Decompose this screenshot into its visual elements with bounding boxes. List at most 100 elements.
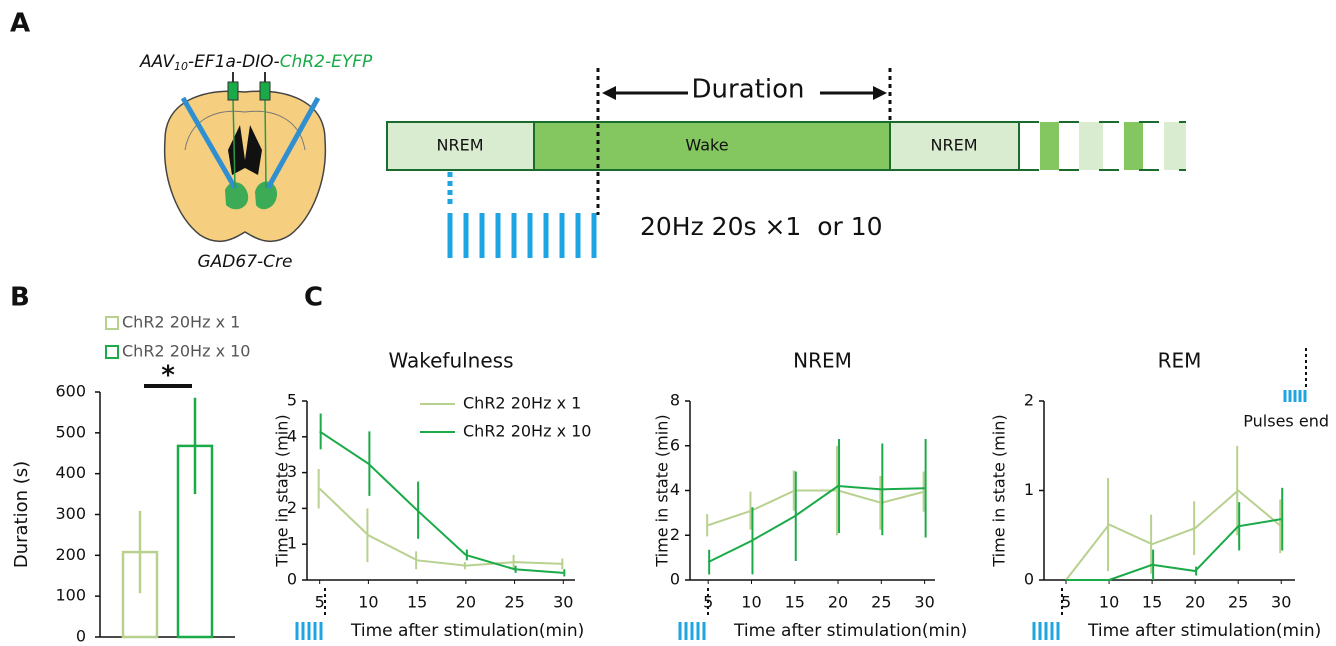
y-axis-title: Time in state (min) xyxy=(990,414,1009,567)
y-tick-label: 200 xyxy=(55,545,86,564)
x-tick-label: 20 xyxy=(456,593,476,612)
x-tick-label: 15 xyxy=(407,593,427,612)
x-tick-label: 20 xyxy=(828,593,848,612)
protocol-label: 20Hz 20s ×1 or 10 xyxy=(640,212,883,241)
pulse-icon xyxy=(678,622,706,640)
x-tick-label: 10 xyxy=(741,593,761,612)
x-tick-label: 15 xyxy=(785,593,805,612)
legend-swatch xyxy=(105,316,119,330)
mouse-line: GAD67-Cre xyxy=(198,252,293,272)
y-tick-label: 0 xyxy=(287,570,297,589)
y-tick-label: 0 xyxy=(1024,570,1034,589)
syringe xyxy=(259,81,271,101)
y-tick-label: 5 xyxy=(287,391,297,410)
state-block xyxy=(533,121,891,171)
y-tick-label: 2 xyxy=(1024,391,1034,410)
optic-fiber xyxy=(265,96,321,190)
syringe xyxy=(227,81,239,101)
x-axis-title: Time after stimulation(min) xyxy=(1087,621,1321,641)
x-tick-label: 5 xyxy=(1061,593,1071,612)
brain-schematic xyxy=(163,72,327,243)
panel-label: A xyxy=(10,9,30,39)
chart-title: NREM xyxy=(793,349,852,373)
y-tick-label: 0 xyxy=(670,570,680,589)
series-line xyxy=(318,487,564,567)
legend-label: ChR2 20Hz x 10 xyxy=(463,422,591,441)
y-axis-title: Time in state (min) xyxy=(653,414,672,567)
x-tick-label: 5 xyxy=(315,593,325,612)
state-fragment xyxy=(1124,122,1143,170)
ventricle xyxy=(228,125,262,175)
x-tick-label: 25 xyxy=(871,593,891,612)
significance-label: * xyxy=(161,361,175,391)
pulse-icon xyxy=(295,622,323,640)
legend-label: ChR2 20Hz x 1 xyxy=(463,394,581,413)
panel-label: B xyxy=(10,283,30,313)
y-tick-label: 8 xyxy=(670,391,680,410)
x-axis-title: Time after stimulation(min) xyxy=(733,621,967,641)
duration-label: Duration xyxy=(692,75,805,105)
state-fragment xyxy=(1164,122,1186,170)
state-label: NREM xyxy=(437,136,484,155)
y-tick-label: 4 xyxy=(670,480,680,499)
virus-part: ChR2-EYFP xyxy=(280,52,373,72)
chart-title: Wakefulness xyxy=(388,349,513,373)
y-tick-label: 4 xyxy=(287,426,297,445)
x-tick-label: 20 xyxy=(1185,593,1205,612)
state-label: NREM xyxy=(931,136,978,155)
y-tick-label: 0 xyxy=(76,627,86,646)
y-tick-label: 100 xyxy=(55,586,86,605)
x-tick-label: 25 xyxy=(1228,593,1248,612)
virus-part: AAV xyxy=(139,52,175,72)
y-tick-label: 2 xyxy=(670,525,680,544)
series-line xyxy=(707,485,925,563)
target-right xyxy=(255,181,278,210)
x-tick-label: 10 xyxy=(358,593,378,612)
y-axis-title: Time in state (min) xyxy=(273,414,292,567)
y-tick-label: 500 xyxy=(55,422,86,441)
state-block xyxy=(889,121,1020,171)
x-tick-label: 25 xyxy=(504,593,524,612)
legend-label: ChR2 20Hz x 10 xyxy=(122,342,250,361)
arrowhead xyxy=(873,86,887,100)
state-fragment xyxy=(1079,122,1103,170)
needle xyxy=(264,97,267,189)
y-tick-label: 1 xyxy=(287,534,297,553)
y-tick-label: 2 xyxy=(287,498,297,517)
optic-fiber xyxy=(180,96,238,190)
chart-title: REM xyxy=(1158,349,1202,373)
virus-part: -EF1a-DIO- xyxy=(188,52,280,72)
timeline xyxy=(386,68,1186,258)
target-left xyxy=(225,182,249,210)
series-line xyxy=(1065,489,1282,581)
needle xyxy=(232,97,236,189)
x-tick-label: 10 xyxy=(1099,593,1119,612)
series-line xyxy=(319,430,564,574)
pulse-icon xyxy=(1032,622,1060,640)
x-tick-label: 30 xyxy=(914,593,934,612)
annotation-pulses xyxy=(1283,390,1307,402)
virus-label: AAV10-EF1a-DIO-ChR2-EYFP xyxy=(139,52,373,73)
annotation: Pulses end xyxy=(1243,412,1329,431)
virus-subscript: 10 xyxy=(174,60,188,73)
x-tick-label: 30 xyxy=(553,593,573,612)
y-tick-label: 600 xyxy=(55,382,86,401)
state-block xyxy=(386,121,535,171)
y-tick-label: 3 xyxy=(287,462,297,481)
panel-label: C xyxy=(304,283,323,313)
y-tick-label: 400 xyxy=(55,463,86,482)
x-tick-label: 15 xyxy=(1142,593,1162,612)
y-axis-title: Duration (s) xyxy=(11,461,32,568)
series-line xyxy=(707,489,925,527)
arrowhead xyxy=(602,86,616,100)
timeline-border xyxy=(1019,121,1186,171)
legend-swatch xyxy=(105,345,119,359)
x-axis-title: Time after stimulation(min) xyxy=(350,621,584,641)
y-tick-label: 6 xyxy=(670,435,680,454)
legend-label: ChR2 20Hz x 1 xyxy=(122,313,240,332)
state-label: Wake xyxy=(685,136,728,155)
y-tick-label: 300 xyxy=(55,504,86,523)
brain-contour xyxy=(184,110,306,151)
light-pulses xyxy=(447,213,597,258)
